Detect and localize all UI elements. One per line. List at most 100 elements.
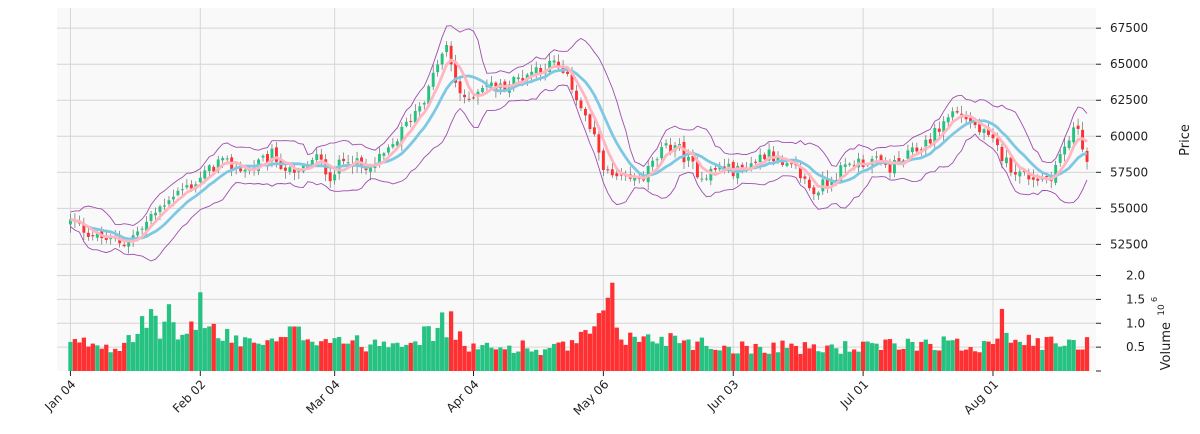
candle-body [221,157,225,161]
candle-body [512,77,516,85]
volume-bar [856,351,861,371]
volume-bar [981,341,987,371]
volume-bar [413,341,418,371]
price-tick-label: 65000 [1110,57,1148,71]
volume-bar [139,316,145,371]
volume-bar [72,339,78,371]
candle-body [118,238,122,244]
volume-bar [440,312,445,371]
volume-bar [1040,349,1045,371]
volume-bar [695,341,700,371]
candle-body [901,160,905,162]
candle-body [176,190,180,196]
candle-body [758,154,762,163]
candle-body [534,67,538,74]
volume-bar [852,349,857,371]
candle-body [888,164,892,173]
candle-body [951,111,955,118]
moving-average-line-blue [70,67,1088,241]
volume-bar [928,343,933,371]
volume-bar [529,351,534,371]
volume-bar [126,335,131,371]
volume-bar [480,345,485,371]
volume-bar [560,341,566,371]
volume-bar [390,343,396,371]
candle-body [386,147,390,153]
volume-bar [847,351,852,371]
volume-bar [162,321,167,371]
candle-body [687,156,690,161]
candle-body [942,121,946,134]
price-panel-background [57,8,1096,266]
volume-bar [453,339,458,371]
candle-body [409,120,413,122]
candle-body [315,154,319,161]
volume-bar [323,339,328,371]
volume-bar [229,342,234,371]
volume-bar [869,343,875,371]
volume-bar [471,343,476,371]
candle-body [91,235,95,237]
candle-body [642,178,646,181]
candle-body [601,150,605,170]
candle-body [1018,171,1022,177]
candle-body [154,212,157,216]
candle-body [516,77,520,80]
volume-bar [475,349,481,371]
candle-body [436,64,440,73]
candle-body [996,138,999,146]
candle-body [207,165,211,172]
volume-bar [144,327,149,371]
candle-body [239,168,243,172]
volume-bar [81,337,86,371]
volume-bar [265,340,270,371]
candle-body [763,154,767,160]
volume-bar [766,353,772,371]
candle-body [198,177,202,183]
candle-body [171,196,175,200]
volume-bar [381,341,387,371]
volume-bar [641,336,646,371]
candle-body [588,114,592,130]
candle-body [422,102,426,105]
volume-bar [444,337,449,371]
candle-body [834,179,838,181]
volume-label-text: Volume [1159,322,1174,370]
volume-bar [328,342,333,371]
volume-bar [1017,341,1022,371]
candle-body [458,81,462,94]
candle-body [1085,150,1089,162]
volume-bar [923,339,928,371]
candle-body [906,150,910,159]
candle-body [1063,146,1067,155]
volume-bar [623,344,628,371]
candle-body [812,187,816,195]
volume-bar [892,343,897,371]
volume-bar [556,342,561,371]
volume-bar [399,346,404,371]
volume-bar [395,342,400,371]
candle-body [395,141,399,146]
volume-bar [345,343,351,371]
volume-bar [354,335,360,371]
volume-bar [713,349,718,371]
volume-exponent-base: 10 [1157,304,1167,316]
volume-bar [99,348,104,371]
candle-body [431,72,435,87]
candle-body [798,166,802,179]
volume-bar [122,342,127,371]
candle-body [843,164,847,167]
candle-body [816,192,820,196]
volume-exponent: 6 [1150,297,1159,302]
volume-bar [959,350,964,371]
candle-body [203,170,207,179]
candle-body [790,163,793,165]
candle-body [1045,176,1049,178]
candle-body [700,178,704,180]
volume-bar [757,346,763,371]
candle-body [225,158,229,160]
volume-bar [883,339,888,371]
volume-bar [789,343,794,371]
candle-body [427,86,431,105]
volume-bar [319,341,324,371]
